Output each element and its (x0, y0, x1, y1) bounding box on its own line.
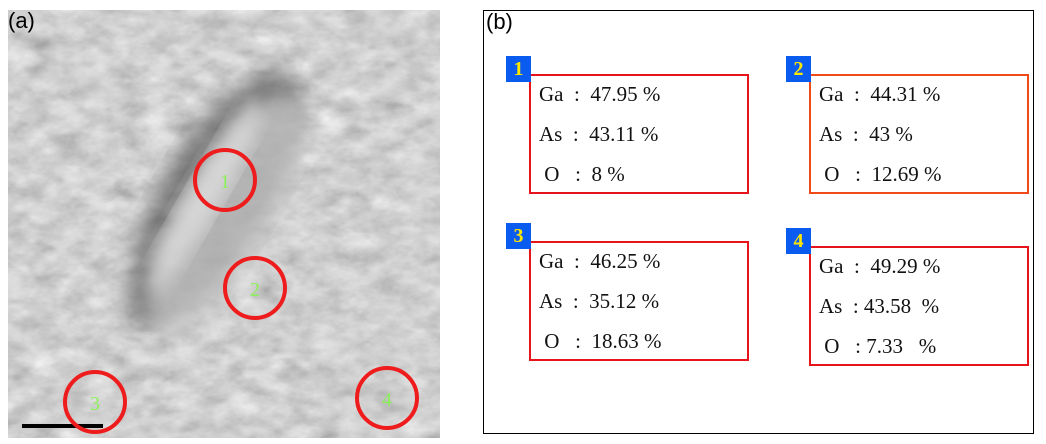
marker-label: 4 (382, 389, 392, 411)
composition-row: Ga : 49.29 % (819, 254, 940, 279)
composition-row: Ga : 46.25 % (539, 249, 660, 274)
composition-row: Ga : 47.95 % (539, 82, 660, 107)
marker-label: 3 (90, 393, 100, 415)
marker-label: 1 (220, 171, 230, 193)
box-number: 2 (786, 56, 811, 82)
panel-label: (a) (8, 8, 35, 34)
figure: 1 2 3 4 (a) (b) Ga : 47.95 % As : 43.11 % O … (0, 0, 1046, 444)
composition-box: Ga : 47.95 % As : 43.11 % O : 8 % (529, 74, 749, 194)
composition-row: O : 12.69 % (819, 162, 942, 187)
composition-row: O : 18.63 % (539, 329, 662, 354)
composition-row: As : 43 % (819, 122, 913, 147)
micrograph: 1 2 3 4 (0, 0, 440, 444)
composition-box: Ga : 46.25 % As : 35.12 % O : 18.63 % (529, 241, 749, 361)
composition-row: As : 35.12 % (539, 289, 659, 314)
composition-row: Ga : 44.31 % (819, 82, 940, 107)
box-number: 4 (786, 228, 811, 254)
marker-label: 2 (250, 279, 260, 301)
box-number: 3 (506, 223, 531, 249)
composition-box: Ga : 44.31 % As : 43 % O : 12.69 % (809, 74, 1029, 194)
panel-label: (b) (486, 9, 513, 35)
composition-row: O : 8 % (539, 162, 625, 187)
composition-row: O : 7.33 % (819, 334, 936, 359)
composition-row: As : 43.11 % (539, 122, 658, 147)
composition-row: As : 43.58 % (819, 294, 939, 319)
composition-box: Ga : 49.29 % As : 43.58 % O : 7.33 % (809, 246, 1029, 366)
box-number: 1 (506, 56, 531, 82)
